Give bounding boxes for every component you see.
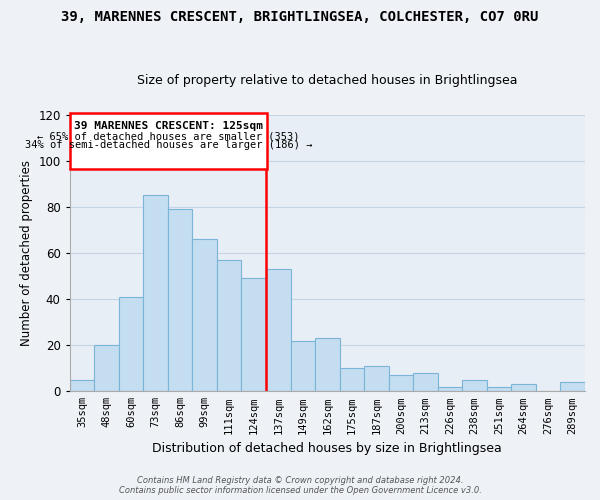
Bar xyxy=(217,260,241,392)
Bar xyxy=(389,375,413,392)
Bar xyxy=(560,382,585,392)
Bar xyxy=(413,373,438,392)
Bar xyxy=(290,340,315,392)
Bar xyxy=(487,386,511,392)
Bar xyxy=(438,386,462,392)
Bar xyxy=(241,278,266,392)
Bar xyxy=(94,345,119,392)
FancyBboxPatch shape xyxy=(70,113,268,169)
Title: Size of property relative to detached houses in Brightlingsea: Size of property relative to detached ho… xyxy=(137,74,518,87)
Text: Contains HM Land Registry data © Crown copyright and database right 2024.
Contai: Contains HM Land Registry data © Crown c… xyxy=(119,476,481,495)
Text: 39, MARENNES CRESCENT, BRIGHTLINGSEA, COLCHESTER, CO7 0RU: 39, MARENNES CRESCENT, BRIGHTLINGSEA, CO… xyxy=(61,10,539,24)
Bar xyxy=(364,366,389,392)
X-axis label: Distribution of detached houses by size in Brightlingsea: Distribution of detached houses by size … xyxy=(152,442,502,455)
Bar xyxy=(143,196,168,392)
Bar xyxy=(511,384,536,392)
Bar xyxy=(193,239,217,392)
Bar xyxy=(119,296,143,392)
Bar xyxy=(340,368,364,392)
Text: ← 65% of detached houses are smaller (353): ← 65% of detached houses are smaller (35… xyxy=(37,131,299,141)
Y-axis label: Number of detached properties: Number of detached properties xyxy=(20,160,32,346)
Bar xyxy=(168,209,193,392)
Text: 39 MARENNES CRESCENT: 125sqm: 39 MARENNES CRESCENT: 125sqm xyxy=(74,122,263,132)
Bar xyxy=(266,269,290,392)
Bar xyxy=(70,380,94,392)
Bar xyxy=(315,338,340,392)
Bar xyxy=(462,380,487,392)
Text: 34% of semi-detached houses are larger (186) →: 34% of semi-detached houses are larger (… xyxy=(25,140,312,150)
